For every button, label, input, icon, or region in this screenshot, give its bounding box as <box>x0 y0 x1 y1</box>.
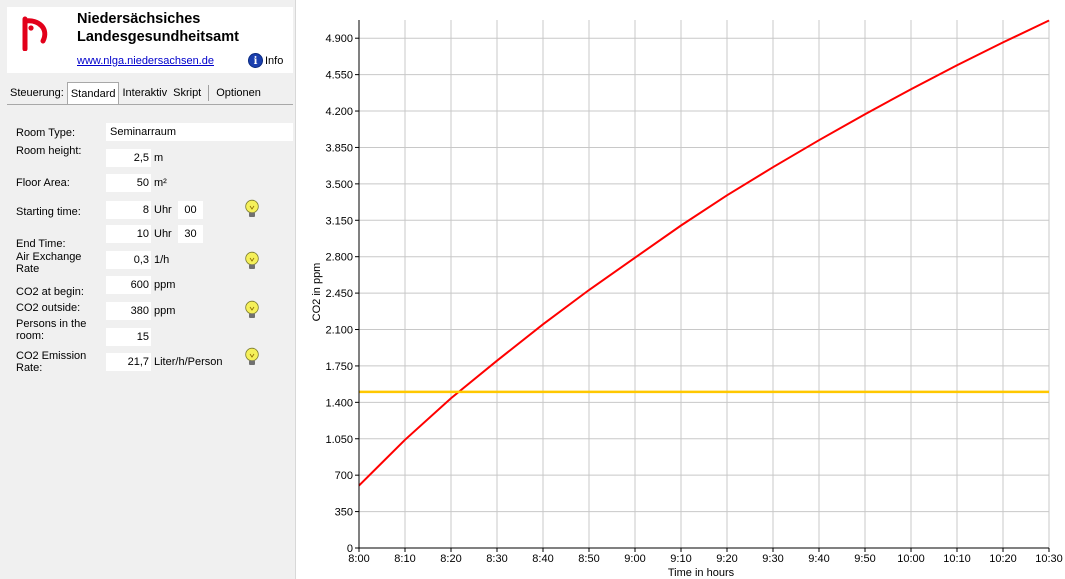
x-tick-label: 10:30 <box>1035 553 1063 565</box>
emission-label-line2: Rate: <box>16 362 43 374</box>
air-exchange-label: Air Exchange Rate <box>16 251 100 275</box>
x-tick-label: 8:50 <box>578 553 599 565</box>
org-name-line2: Landesgesundheitsamt <box>77 29 239 45</box>
co2-begin-label: CO2 at begin: <box>16 286 84 298</box>
air-exchange-label-line1: Air Exchange <box>16 251 82 263</box>
persons-label-line1: Persons in the <box>16 318 87 330</box>
end-time-label: End Time: <box>16 238 66 250</box>
x-tick-labels: 8:00 8:10 8:20 8:30 8:40 8:50 9:00 9:10 9:20 9:30… <box>348 548 1063 565</box>
organization-name: Niedersächsiches Landesgesundheitsamt <box>77 10 287 46</box>
y-tick-label: 1.400 <box>325 397 353 409</box>
room-height-label: Room height: <box>16 145 82 157</box>
y-tick-label: 700 <box>335 470 353 482</box>
x-tick-label: 10:10 <box>943 553 971 565</box>
x-tick-label: 9:30 <box>762 553 783 565</box>
info-icon: i <box>248 53 263 68</box>
chart-area: 8:00 8:10 8:20 8:30 8:40 8:50 9:00 9:10 9:20 9:30… <box>302 0 1065 579</box>
chart-series <box>358 19 1050 487</box>
lightbulb-icon[interactable] <box>244 251 260 271</box>
y-tick-label: 1.050 <box>325 434 353 446</box>
tab-optionen[interactable]: Optionen <box>216 87 261 99</box>
lightbulb-icon[interactable] <box>244 300 260 320</box>
tab-interaktiv[interactable]: Interaktiv <box>122 87 168 99</box>
persons-label-line2: room: <box>16 330 45 342</box>
x-tick-label: 10:00 <box>897 553 925 565</box>
emission-label-line1: CO2 Emission <box>16 350 87 362</box>
tab-standard[interactable]: Standard <box>66 81 120 105</box>
x-tick-label: 10:20 <box>989 553 1017 565</box>
floor-area-unit: m² <box>154 177 167 189</box>
x-tick-label: 9:50 <box>854 553 875 565</box>
control-tabbar: Steuerung: Standard Interaktiv Skript Op… <box>7 81 293 105</box>
room-type-label: Room Type: <box>16 127 76 139</box>
persons-label: Persons in the room: <box>16 318 100 342</box>
x-tick-label: 9:40 <box>808 553 829 565</box>
co2-begin-input[interactable]: 600 <box>106 276 151 294</box>
x-tick-label: 9:20 <box>716 553 737 565</box>
y-tick-label: 2.450 <box>325 288 353 300</box>
co2-outside-label: CO2 outside: <box>16 302 81 314</box>
header-panel: Niedersächsiches Landesgesundheitsamt ww… <box>7 7 293 73</box>
control-panel: Niedersächsiches Landesgesundheitsamt ww… <box>0 0 296 579</box>
room-height-input[interactable]: 2,5 <box>106 149 151 167</box>
emission-input[interactable]: 21,7 <box>106 353 151 371</box>
y-tick-label: 350 <box>335 507 353 519</box>
floor-area-label: Floor Area: <box>16 177 70 189</box>
y-tick-label: 4.550 <box>325 70 353 82</box>
y-tick-labels: 0 350 700 1.050 1.400 1.750 2.100 2.450 2.800 3.1… <box>325 33 359 555</box>
emission-unit: Liter/h/Person <box>154 356 223 368</box>
air-exchange-label-line2: Rate <box>16 263 40 275</box>
x-tick-label: 8:40 <box>532 553 553 565</box>
end-hour-unit: Uhr <box>154 228 172 240</box>
floor-area-input[interactable]: 50 <box>106 174 151 192</box>
lightbulb-icon[interactable] <box>244 199 260 219</box>
y-tick-label: 3.850 <box>325 142 353 154</box>
x-tick-label: 9:00 <box>624 553 645 565</box>
room-type-select[interactable]: Seminarraum <box>106 123 293 141</box>
starting-hour-unit: Uhr <box>154 204 172 216</box>
y-tick-label: 3.150 <box>325 215 353 227</box>
end-hour-input[interactable]: 10 <box>106 225 151 243</box>
room-height-unit: m <box>154 152 164 164</box>
starting-time-label: Starting time: <box>16 206 81 218</box>
co2-outside-input[interactable]: 380 <box>106 302 151 320</box>
y-tick-label: 4.900 <box>325 33 353 45</box>
air-exchange-input[interactable]: 0,3 <box>106 251 151 269</box>
y-tick-label: 1.750 <box>325 361 353 373</box>
x-axis-label: Time in hours <box>668 567 735 579</box>
co2-chart: 8:00 8:10 8:20 8:30 8:40 8:50 9:00 9:10 9:20 9:30… <box>311 19 1063 579</box>
end-minute-input[interactable]: 30 <box>178 225 203 243</box>
website-link[interactable]: www.nlga.niedersachsen.de <box>77 55 214 67</box>
lightbulb-icon[interactable] <box>244 347 260 367</box>
y-tick-label: 0 <box>347 543 353 555</box>
y-tick-label: 4.200 <box>325 106 353 118</box>
tab-separator <box>208 85 210 101</box>
x-tick-label: 8:10 <box>394 553 415 565</box>
co2-curve <box>358 19 1050 487</box>
x-tick-label: 8:20 <box>440 553 461 565</box>
y-tick-label: 2.100 <box>325 325 353 337</box>
tabbar-prefix: Steuerung: <box>10 87 64 99</box>
x-tick-label: 9:10 <box>670 553 691 565</box>
y-tick-label: 3.500 <box>325 179 353 191</box>
emission-label: CO2 Emission Rate: <box>16 350 100 374</box>
starting-hour-input[interactable]: 8 <box>106 201 151 219</box>
co2-begin-unit: ppm <box>154 279 176 291</box>
persons-input[interactable]: 15 <box>106 328 151 346</box>
info-label: Info <box>265 54 284 67</box>
tab-skript[interactable]: Skript <box>173 87 202 99</box>
x-tick-label: 8:00 <box>348 553 369 565</box>
tab-divider <box>7 104 293 105</box>
starting-minute-input[interactable]: 00 <box>178 201 203 219</box>
co2-outside-unit: ppm <box>154 305 176 317</box>
x-tick-label: 8:30 <box>486 553 507 565</box>
chart-grid <box>359 20 1050 548</box>
org-name-line1: Niedersächsiches <box>77 11 201 27</box>
nlga-logo <box>22 16 48 51</box>
y-axis-label: CO2 in ppm <box>311 263 323 322</box>
y-tick-label: 2.800 <box>325 252 353 264</box>
air-exchange-unit: 1/h <box>154 254 170 266</box>
info-button[interactable]: i Info <box>248 53 283 68</box>
